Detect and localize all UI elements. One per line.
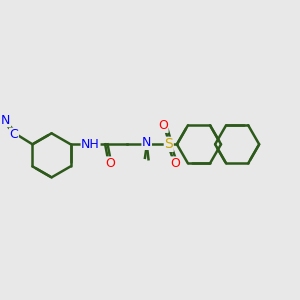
Text: C: C bbox=[10, 128, 18, 141]
Text: S: S bbox=[164, 137, 173, 151]
Text: N: N bbox=[1, 114, 10, 127]
Text: N: N bbox=[142, 136, 152, 149]
Text: O: O bbox=[106, 157, 116, 170]
Text: O: O bbox=[158, 119, 168, 132]
Text: NH: NH bbox=[81, 138, 100, 151]
Text: O: O bbox=[170, 157, 180, 170]
